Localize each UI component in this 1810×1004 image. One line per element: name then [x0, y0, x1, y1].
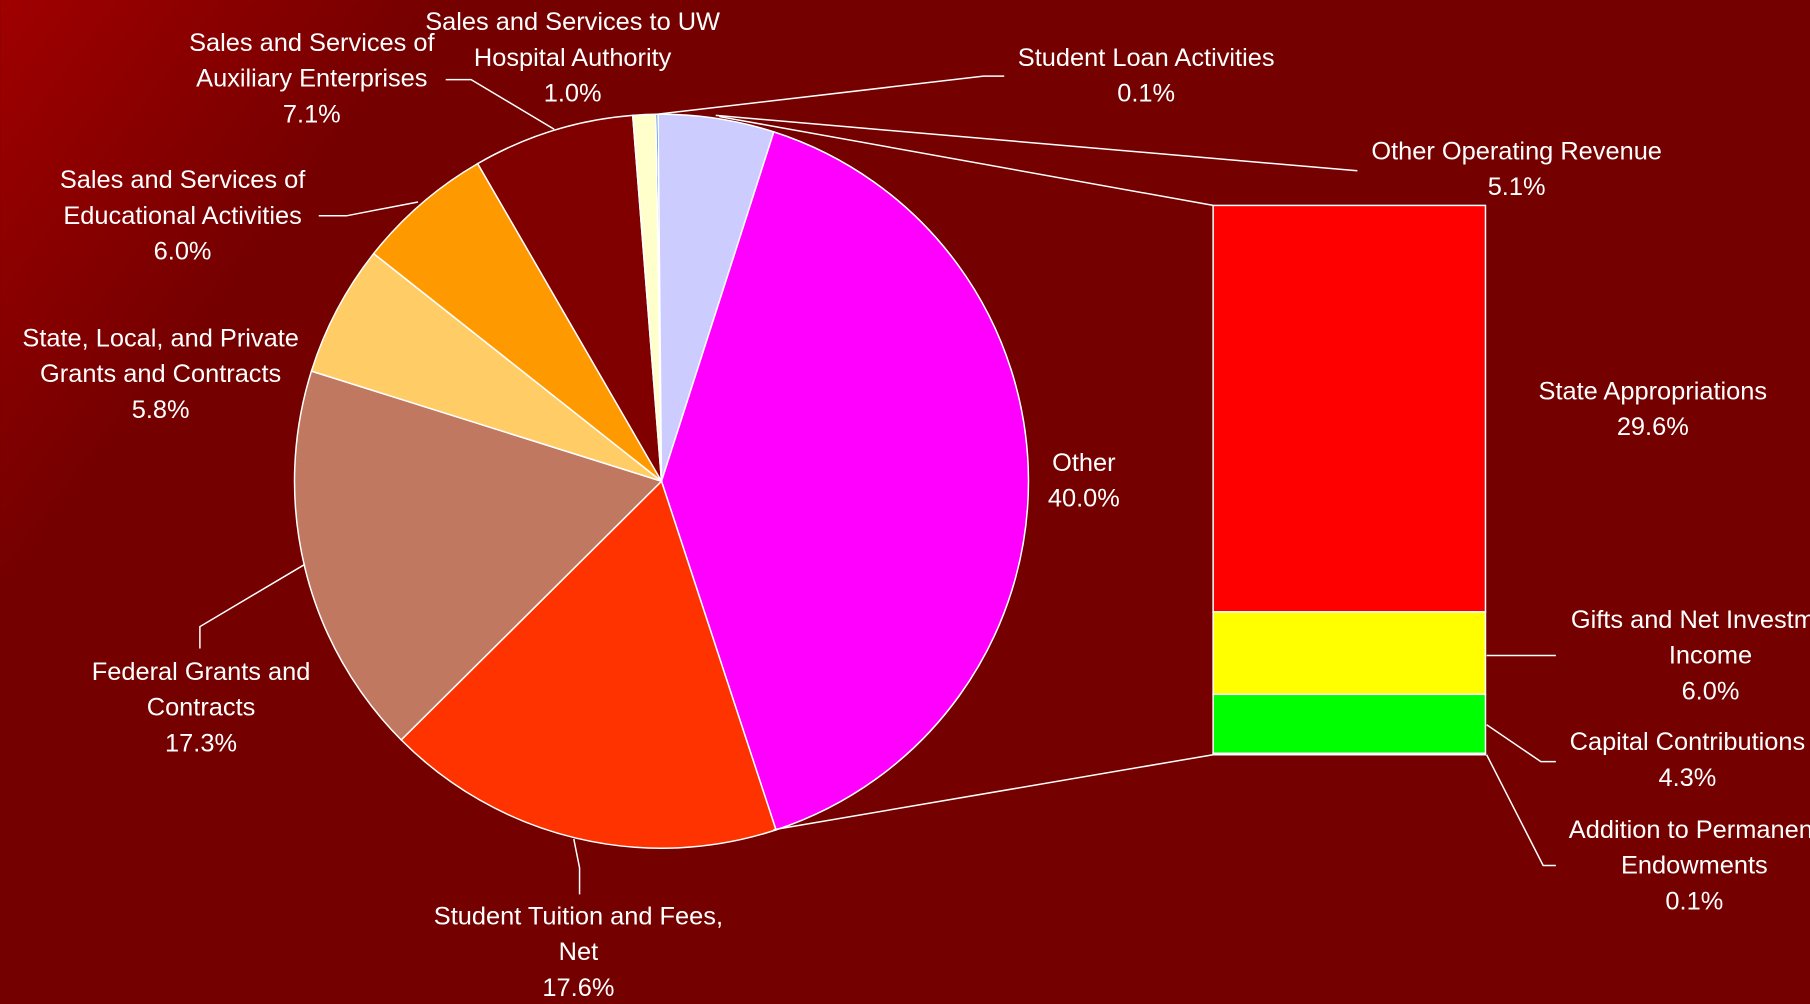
pie-slice [476, 114, 663, 482]
slice-label: Federal Grants and Contracts 17.3% [92, 657, 311, 757]
leader-line [199, 563, 306, 649]
slice-label: Sales and Services of Educational Activit… [60, 166, 306, 266]
slice-label: Sales and Services of Auxiliary Enterpris… [189, 29, 435, 129]
pie-slice [400, 479, 777, 849]
label-line: Capital Contributions [1570, 728, 1806, 756]
bar-segment [1212, 204, 1487, 613]
label-line: Auxiliary Enterprises [196, 64, 427, 92]
pie-slice [310, 252, 662, 482]
leader-line [573, 838, 581, 895]
label-line: Sales and Services to UW [425, 8, 720, 36]
slice-label: Other 40.0% [1048, 449, 1120, 513]
leader-line [445, 78, 555, 130]
label-line: Educational Activities [63, 202, 301, 230]
bar-segment [1212, 752, 1487, 756]
value-label: 0.1% [1665, 887, 1723, 915]
leader-line [1485, 754, 1556, 867]
segment-label: Addition to Permanent Endowments 0.1% [1569, 816, 1810, 916]
connector-line [773, 753, 1214, 831]
slice-label: State, Local, and Private Grants and Cont… [22, 324, 298, 424]
label-line: Student Loan Activities [1018, 44, 1275, 72]
label-line: Student Tuition and Fees, [434, 902, 723, 930]
segment-label: Capital Contributions 4.3% [1570, 728, 1806, 792]
bar-segment [1212, 693, 1487, 755]
pie-slice [631, 113, 663, 482]
label-line: Contracts [147, 693, 256, 721]
bar-segment [1212, 611, 1487, 696]
value-label: 6.0% [154, 237, 212, 265]
value-label: 17.3% [165, 729, 237, 757]
label-line: State, Local, and Private [22, 324, 298, 352]
leader-lines [199, 75, 1556, 895]
slice-label: Student Tuition and Fees, Net 17.6% [434, 902, 723, 1002]
value-label: 0.1% [1117, 79, 1175, 107]
label-line: Income [1669, 641, 1752, 669]
segment-label: State Appropriations 29.6% [1539, 377, 1768, 441]
segment-label: Gifts and Net Investment Income 6.0% [1571, 606, 1810, 706]
leader-line [715, 114, 1358, 172]
label-line: Other Operating Revenue [1371, 137, 1662, 165]
slice-label: Other Operating Revenue 5.1% [1371, 137, 1662, 201]
slice-label: Student Loan Activities 0.1% [1018, 44, 1275, 108]
label-line: Addition to Permanent [1569, 816, 1810, 844]
leader-line [318, 201, 419, 217]
connector-line [719, 115, 1214, 207]
pie-slice [372, 162, 663, 482]
label-line: Gifts and Net Investment [1571, 606, 1810, 634]
label-line: Sales and Services of [189, 29, 435, 57]
label-line: Sales and Services of [60, 166, 306, 194]
value-label: 17.6% [542, 974, 614, 1002]
pie-slice [660, 130, 1030, 831]
value-label: 6.0% [1682, 677, 1740, 705]
value-label: 40.0% [1048, 484, 1120, 512]
leader-line [1486, 724, 1556, 763]
label-line: State Appropriations [1539, 377, 1768, 405]
pie-slice [293, 370, 663, 741]
pie [293, 113, 1030, 849]
value-label: 7.1% [283, 100, 341, 128]
value-label: 4.3% [1659, 764, 1717, 792]
label-line: Grants and Contracts [40, 360, 281, 388]
value-label: 29.6% [1617, 413, 1689, 441]
slice-label: Sales and Services to UW Hospital Authori… [425, 8, 720, 108]
label-line: Other [1052, 449, 1116, 477]
leader-line [656, 75, 1005, 115]
label-line: Endowments [1621, 851, 1768, 879]
label-line: Federal Grants and [92, 657, 311, 685]
value-label: 1.0% [544, 79, 602, 107]
label-line: Hospital Authority [474, 44, 672, 72]
label-line: Net [559, 938, 599, 966]
value-label: 5.1% [1488, 173, 1546, 201]
value-label: 5.8% [132, 396, 190, 424]
